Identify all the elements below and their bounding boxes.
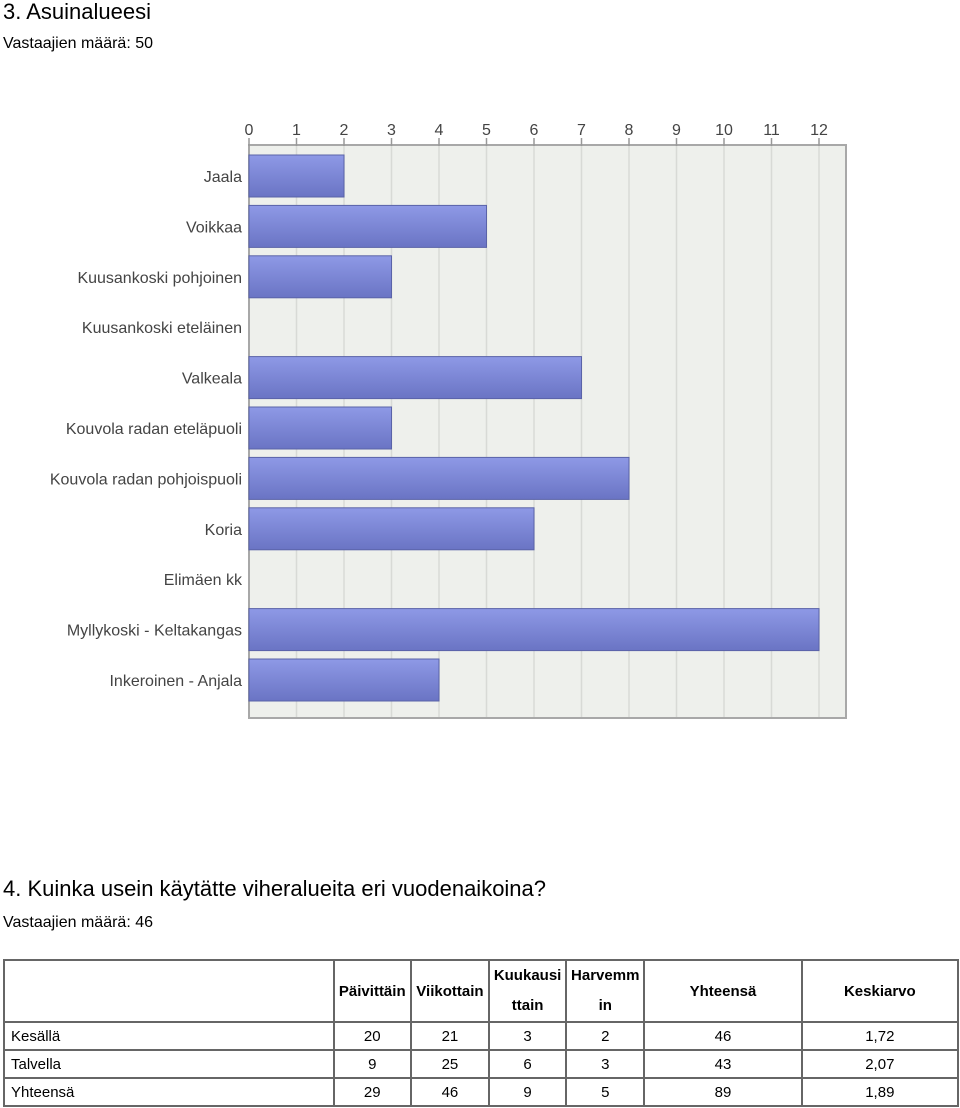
bar (248, 456, 630, 500)
x-tick-label: 2 (340, 122, 349, 139)
table-cell: 9 (487, 1077, 568, 1107)
table-header-less-often: Harvemm in (565, 959, 646, 1023)
table-header-monthly: Kuukausi ttain (487, 959, 568, 1023)
x-tick-label: 12 (810, 122, 828, 139)
category-label: Kuusankoski eteläinen (82, 320, 242, 337)
bar (248, 154, 345, 198)
x-tick-label: 1 (292, 122, 301, 139)
question-4-title: 4. Kuinka usein käytätte viheralueita er… (3, 876, 547, 901)
table-header-weekly: Viikottain (409, 959, 491, 1023)
category-label: Myllykoski - Keltakangas (67, 623, 242, 640)
table-cell: 25 (409, 1049, 491, 1079)
row-label: Talvella (3, 1049, 335, 1079)
bar (248, 204, 487, 248)
question-4-respondent-count: Vastaajien määrä: 46 (3, 914, 154, 931)
table-cell: 2,07 (800, 1049, 960, 1079)
table-header-row: Päivittäin Viikottain Kuukausi ttain Harv… (3, 959, 960, 1023)
question-3-respondent-count: Vastaajien määrä: 50 (3, 35, 154, 52)
table-cell: 46 (643, 1021, 803, 1051)
category-label: Kouvola radan pohjoispuoli (50, 471, 242, 488)
table-header-average: Keskiarvo (800, 959, 960, 1023)
table-cell: 21 (409, 1021, 491, 1051)
table-cell: 1,89 (800, 1077, 960, 1107)
bar (248, 255, 392, 299)
category-label: Valkeala (182, 371, 242, 388)
table-cell: 89 (643, 1077, 803, 1107)
table-cell: 6 (487, 1049, 568, 1079)
table-cell: 5 (565, 1077, 646, 1107)
table-cell: 46 (409, 1077, 491, 1107)
table-header-daily: Päivittäin (332, 959, 412, 1023)
table-row: Kesällä 20 21 3 2 46 1,72 (3, 1021, 960, 1051)
table-cell: 3 (565, 1049, 646, 1079)
x-tick-label: 4 (435, 122, 444, 139)
table-cell: 29 (332, 1077, 412, 1107)
x-tick-label: 9 (672, 122, 681, 139)
season-usage-table: Päivittäin Viikottain Kuukausi ttain Harv… (3, 959, 960, 1107)
category-label: Inkeroinen - Anjala (109, 673, 242, 690)
table-cell: 9 (332, 1049, 412, 1079)
table-cell: 43 (643, 1049, 803, 1079)
category-label: Voikkaa (186, 219, 242, 236)
x-tick-label: 5 (482, 122, 491, 139)
row-label: Yhteensä (3, 1077, 335, 1107)
x-tick-label: 10 (715, 122, 733, 139)
table-cell: 2 (565, 1021, 646, 1051)
x-tick-label: 3 (387, 122, 396, 139)
category-label: Jaala (204, 169, 242, 186)
table-row: Talvella 9 25 6 3 43 2,07 (3, 1049, 960, 1079)
x-tick-label: 6 (530, 122, 539, 139)
category-label: Kuusankoski pohjoinen (77, 270, 242, 287)
bar (248, 608, 820, 652)
x-tick-label: 7 (577, 122, 586, 139)
category-label: Elimäen kk (164, 572, 243, 589)
x-tick-label: 8 (625, 122, 634, 139)
table-cell: 3 (487, 1021, 568, 1051)
question-3-title: 3. Asuinalueesi (3, 0, 151, 24)
category-label: Koria (205, 522, 242, 539)
table-cell: 20 (332, 1021, 412, 1051)
bar (248, 507, 535, 551)
bar (248, 406, 392, 450)
residential-area-bar-chart: 0 1 2 3 4 5 6 7 8 9 10 11 12 JaalaVoikkaaKuusankoski… (50, 122, 847, 719)
bar (248, 356, 582, 400)
table-header-empty (3, 959, 335, 1023)
x-tick-label: 11 (763, 122, 780, 139)
table-row: Yhteensä 29 46 9 5 89 1,89 (3, 1077, 960, 1107)
row-label: Kesällä (3, 1021, 335, 1051)
bar (248, 658, 440, 702)
table-cell: 1,72 (800, 1021, 960, 1051)
x-tick-label: 0 (245, 122, 254, 139)
table-header-total: Yhteensä (643, 959, 803, 1023)
category-label: Kouvola radan eteläpuoli (66, 421, 242, 438)
